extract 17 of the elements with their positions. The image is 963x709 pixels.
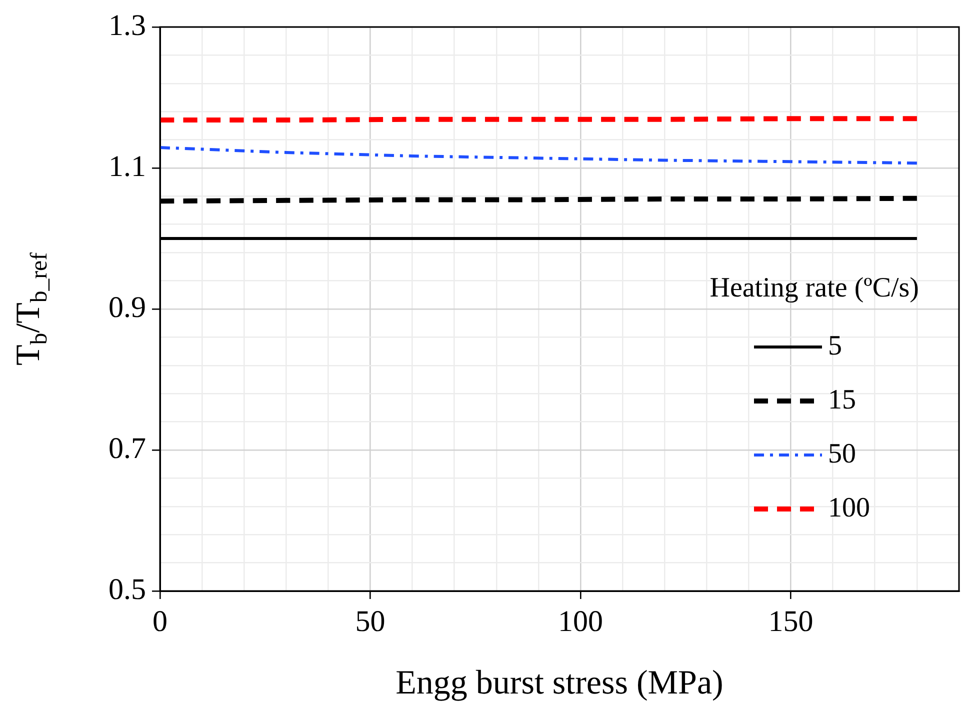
- x-tick-label: 0: [152, 604, 168, 638]
- legend-label: 100: [828, 492, 870, 524]
- x-tick-label: 100: [558, 604, 604, 638]
- y-tick-label: 0.5: [108, 572, 146, 606]
- y-axis-title: Tb/Tb_ref: [10, 252, 52, 366]
- y-tick-label: 0.7: [108, 432, 146, 465]
- line-series: [160, 146, 918, 165]
- legend-label: 15: [828, 384, 856, 416]
- y-tick-label: 1.1: [108, 150, 146, 183]
- y-tick-label: 0.9: [108, 290, 146, 324]
- x-tick-label: 150: [768, 604, 814, 638]
- legend-label: 5: [828, 330, 842, 362]
- legend-label: 50: [828, 438, 856, 470]
- y-tick-label: 1.3: [108, 8, 146, 42]
- x-axis-title: Engg burst stress (MPa): [396, 664, 724, 702]
- x-tick-label: 50: [355, 604, 386, 638]
- legend-title: Heating rate (ºC/s): [710, 272, 919, 304]
